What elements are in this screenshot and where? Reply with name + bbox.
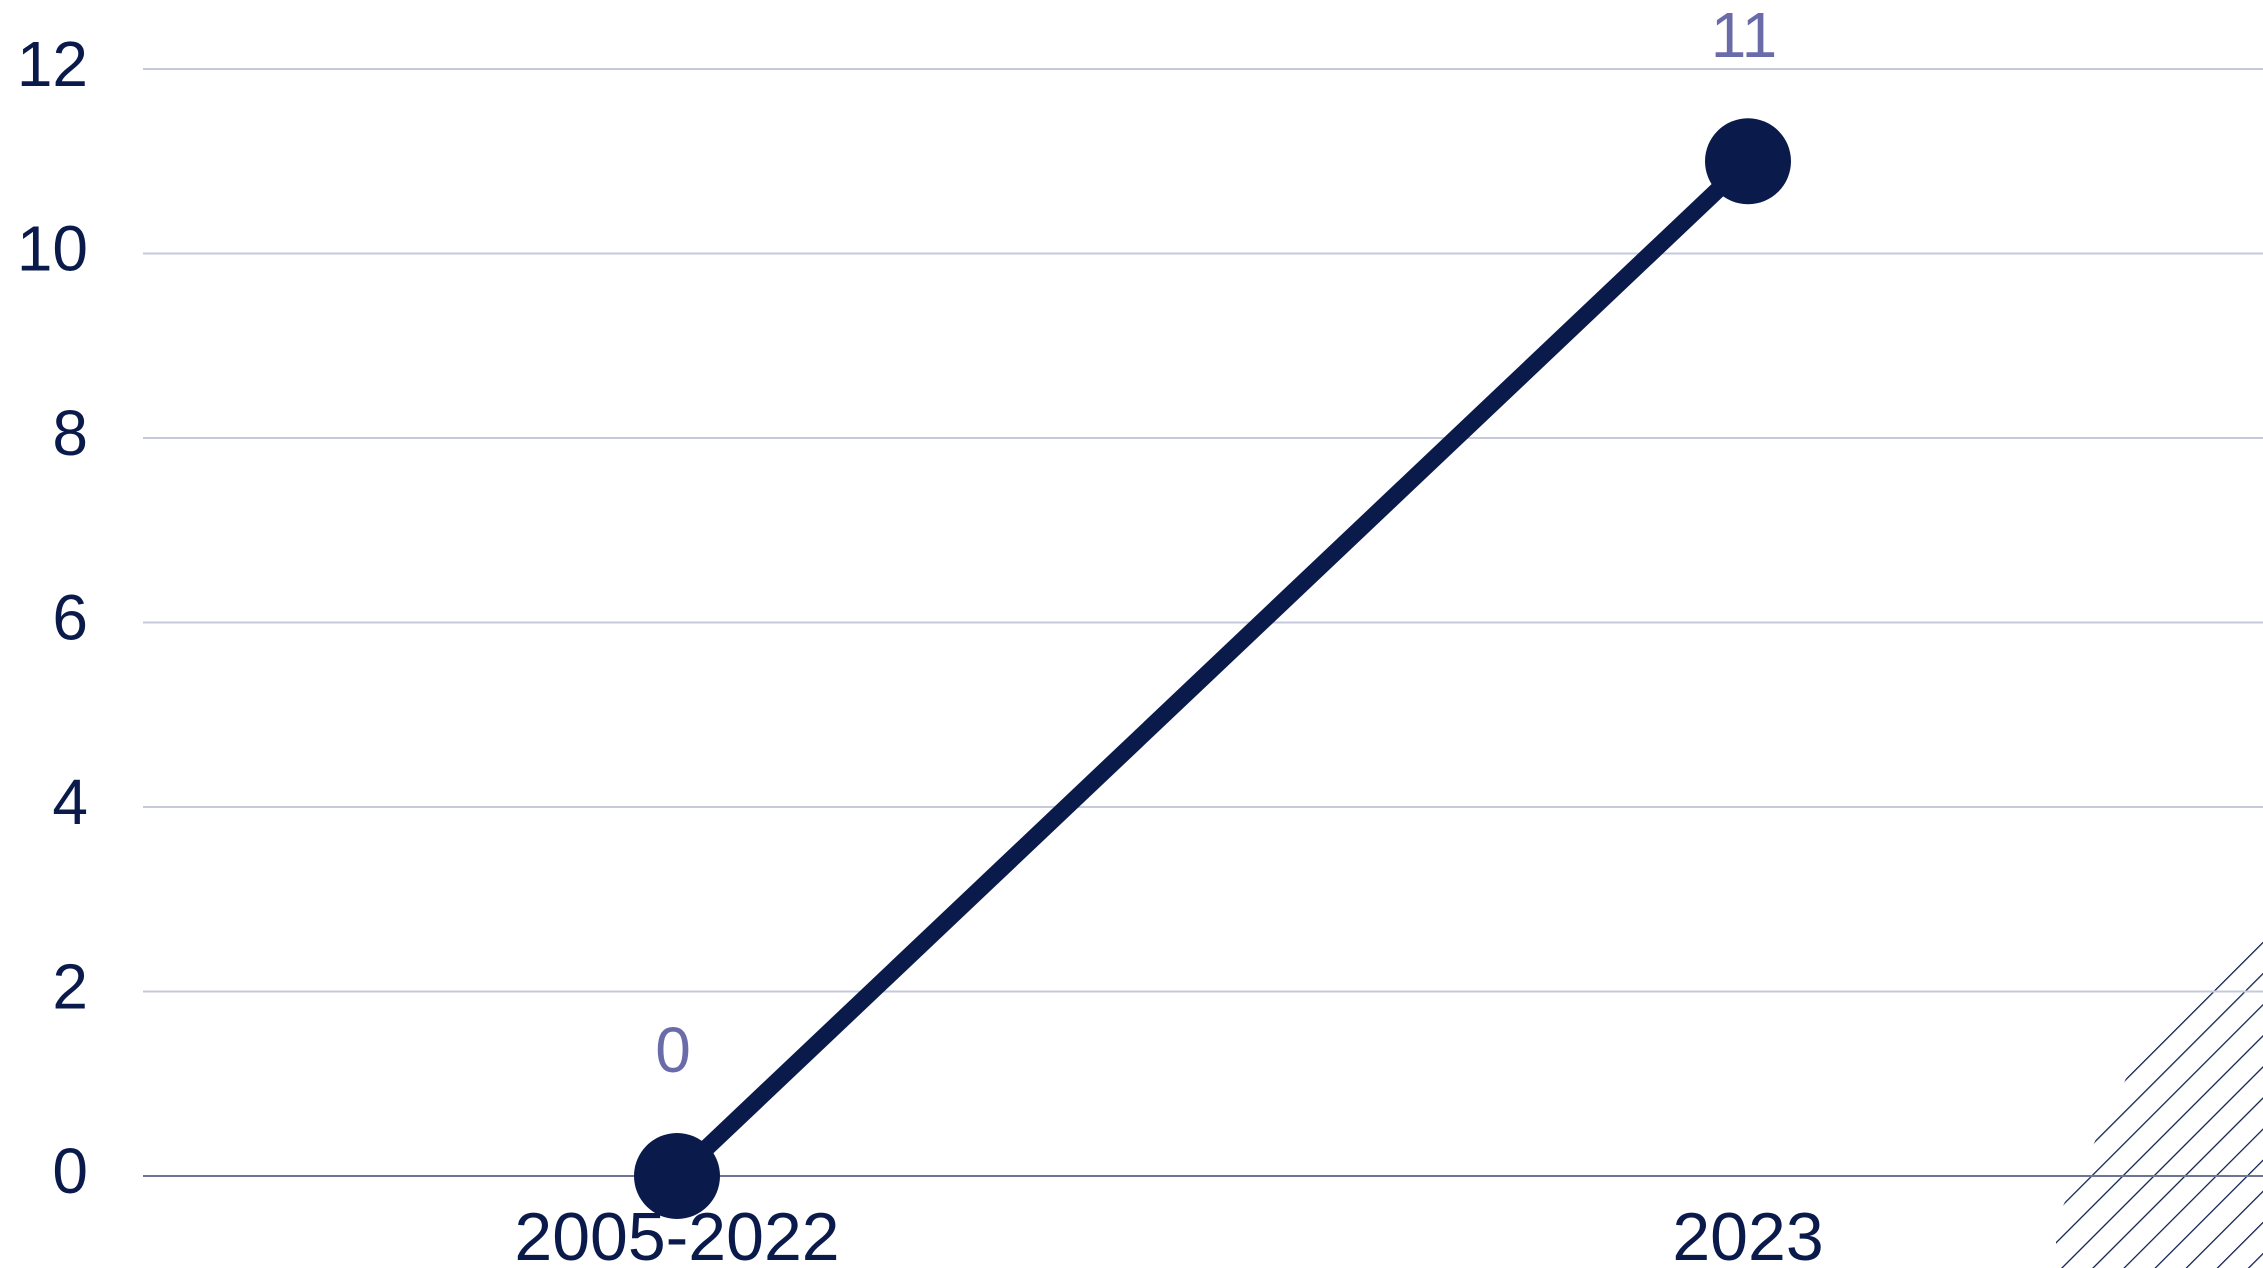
line: [671, 155, 1754, 1183]
y-tick-label: 2: [52, 950, 88, 1022]
data-label: 0: [655, 1014, 691, 1086]
y-tick-label: 10: [17, 212, 88, 284]
y-tick-label: 6: [52, 581, 88, 653]
hatch-decoration: [2056, 924, 2263, 1268]
point: [634, 1133, 720, 1219]
x-tick-label: 2023: [1672, 1199, 1823, 1268]
y-tick-label: 4: [52, 766, 88, 838]
y-tick-label: 0: [52, 1135, 88, 1207]
y-tick-label: 8: [52, 397, 88, 469]
y-tick-label: 12: [17, 28, 88, 100]
data-label: 11: [1711, 0, 1777, 71]
point: [1705, 118, 1791, 205]
